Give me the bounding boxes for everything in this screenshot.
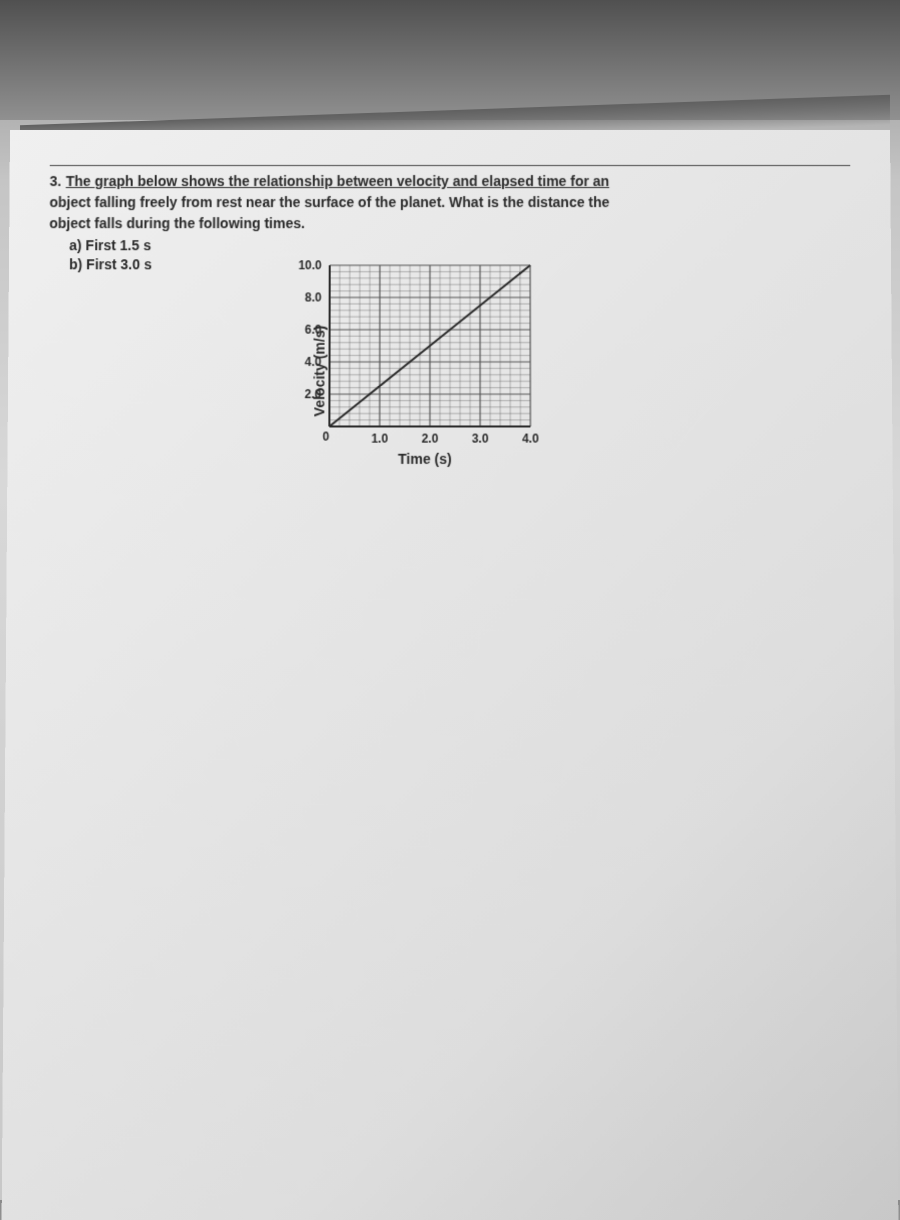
question-number: 3. (50, 173, 62, 189)
worksheet-paper: 3. The graph below shows the relationshi… (2, 130, 899, 1220)
question-part-a: a) First 1.5 s (69, 237, 851, 253)
question-block: 3. The graph below shows the relationshi… (49, 171, 851, 272)
velocity-time-chart: Velocity (m/s) Time (s) 2.04.06.08.010.0… (289, 260, 571, 482)
question-line3: object falls during the following times. (49, 213, 850, 234)
x-tick-label: 3.0 (465, 432, 495, 446)
x-tick-label: 4.0 (515, 432, 545, 446)
x-tick-label: 2.0 (415, 432, 445, 446)
y-tick-label: 10.0 (292, 258, 322, 272)
question-line2: object falling freely from rest near the… (49, 192, 850, 213)
x-tick-label: 1.0 (365, 432, 395, 446)
y-tick-label: 4.0 (291, 355, 321, 369)
x-axis-label: Time (s) (398, 451, 452, 467)
y-tick-label: 2.0 (291, 387, 321, 401)
chart-grid-svg (324, 260, 535, 431)
y-tick-label: 8.0 (292, 290, 322, 304)
y-tick-label: 6.0 (291, 323, 321, 337)
question-title-line1: The graph below shows the relationship b… (66, 173, 610, 189)
divider-line (50, 165, 851, 166)
origin-label: 0 (299, 430, 329, 444)
